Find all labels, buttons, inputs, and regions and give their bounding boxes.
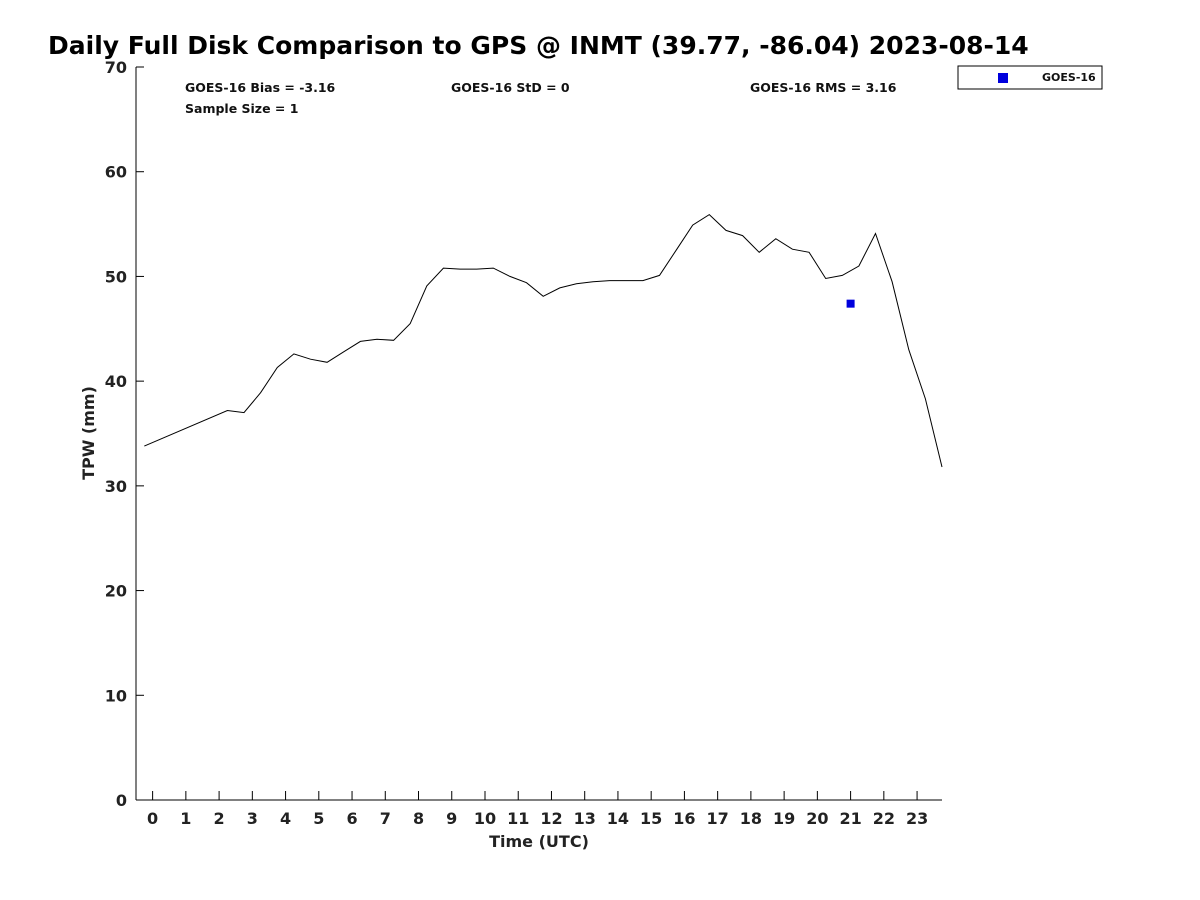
legend-marker-goes16: [998, 73, 1008, 83]
sample-size-annotation: Sample Size = 1: [185, 101, 298, 116]
y-tick-label: 40: [105, 372, 127, 391]
x-tick-label: 8: [413, 809, 424, 828]
y-axis-label: TPW (mm): [79, 386, 98, 480]
x-tick-label: 12: [540, 809, 562, 828]
x-tick-label: 16: [673, 809, 695, 828]
x-tick-label: 14: [607, 809, 629, 828]
y-tick-label: 50: [105, 267, 127, 286]
x-tick-label: 5: [313, 809, 324, 828]
y-tick-label: 20: [105, 582, 127, 601]
legend-label-goes16: GOES-16: [1042, 71, 1096, 84]
x-tick-label: 2: [214, 809, 225, 828]
chart-title: Daily Full Disk Comparison to GPS @ INMT…: [48, 31, 1029, 60]
bias-annotation: GOES-16 Bias = -3.16: [185, 80, 336, 95]
x-tick-label: 4: [280, 809, 291, 828]
x-tick-label: 15: [640, 809, 662, 828]
legend: GOES-16: [957, 65, 1103, 90]
x-tick-label: 1: [180, 809, 191, 828]
x-axis-ticks: 0 1 2 3 4 5 6 7 8 9 10 11 12 13 14 15 16 17 18 19 20 21 22 23: [147, 791, 928, 828]
x-tick-label: 22: [873, 809, 895, 828]
x-tick-label: 19: [773, 809, 795, 828]
x-tick-label: 7: [380, 809, 391, 828]
legend-box: [957, 65, 1103, 90]
plot-axes: [135, 67, 942, 801]
data-point-goes-16: [846, 299, 855, 308]
x-tick-label: 11: [507, 809, 529, 828]
x-tick-label: 3: [247, 809, 258, 828]
x-tick-label: 23: [906, 809, 928, 828]
x-tick-label: 17: [707, 809, 729, 828]
y-tick-label: 0: [116, 791, 127, 810]
x-tick-label: 0: [147, 809, 158, 828]
y-axis-ticks: 0 10 20 30 40 50 60 70: [105, 58, 144, 810]
y-tick-label: 70: [105, 58, 127, 77]
rms-annotation: GOES-16 RMS = 3.16: [750, 80, 897, 95]
y-tick-label: 60: [105, 163, 127, 182]
x-tick-label: 20: [806, 809, 828, 828]
x-tick-label: 10: [474, 809, 496, 828]
x-tick-label: 6: [346, 809, 357, 828]
x-tick-label: 13: [574, 809, 596, 828]
plot-layer: [144, 213, 943, 468]
x-tick-label: 21: [839, 809, 861, 828]
stats-annotations: GOES-16 Bias = -3.16 GOES-16 StD = 0 GOE…: [185, 80, 897, 116]
x-tick-label: 18: [740, 809, 762, 828]
y-tick-label: 10: [105, 686, 127, 705]
y-tick-label: 30: [105, 477, 127, 496]
std-annotation: GOES-16 StD = 0: [451, 80, 570, 95]
series-line-gps: [144, 213, 943, 468]
x-axis-label: Time (UTC): [489, 832, 589, 851]
x-tick-label: 9: [446, 809, 457, 828]
